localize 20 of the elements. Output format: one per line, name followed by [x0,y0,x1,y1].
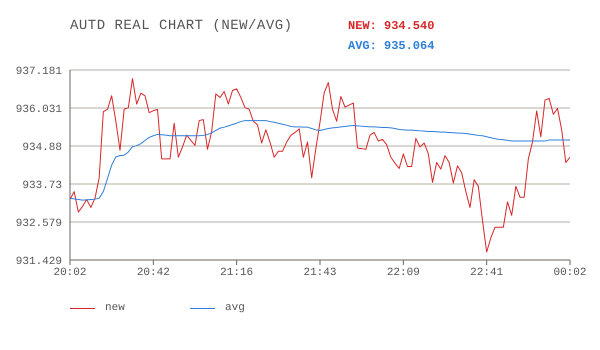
y-tick-label: 937.181 [16,66,62,78]
text: NEW: 934.540 [348,19,434,33]
x-tick-label: 22:41 [470,266,504,279]
x-tick-label: 21:16 [220,266,254,279]
line-series [70,120,570,201]
y-tick-label: 936.031 [16,104,62,116]
x-tick-label: 21:43 [303,266,337,279]
legend-label: new [105,302,125,314]
text: AVG: 935.064 [348,39,434,53]
y-tick-label: 931.429 [16,256,62,268]
legend-label: avg [225,302,245,314]
x-tick-label: 20:42 [136,266,170,279]
line-series [70,78,570,253]
y-tick-label: 932.579 [16,218,62,230]
chart-title: AUTD REAL CHART (NEW/AVG) [70,18,293,34]
x-tick-label: 20:02 [53,266,87,279]
x-tick-label: 22:09 [386,266,420,279]
x-tick-label: 00:02 [553,266,587,279]
y-tick-label: 934.88 [22,142,62,154]
y-tick-label: 933.73 [22,180,62,192]
